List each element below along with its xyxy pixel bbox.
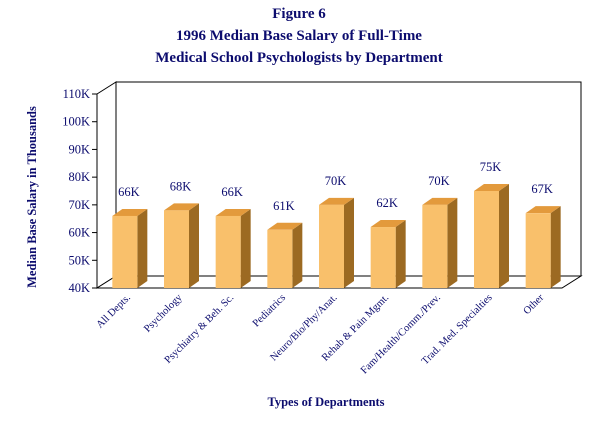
bar-side — [189, 203, 199, 288]
bar-top — [370, 220, 406, 228]
y-tick-label: 110K — [63, 87, 90, 101]
y-tick-label: 70K — [68, 198, 90, 212]
bar-front — [164, 210, 189, 288]
bar — [525, 206, 561, 288]
bar-top — [267, 222, 303, 230]
y-axis-ticks: 40K 50K 60K 70K 80K 90K 100K 110K — [62, 87, 97, 295]
data-labels: 66K 68K 66K 61K 70K 62K 70K 75K 67K — [118, 160, 553, 213]
bar — [267, 222, 303, 288]
bar-side — [292, 222, 303, 288]
y-tick-label: 60K — [68, 226, 90, 240]
x-tick-label: Psychology — [142, 292, 185, 335]
chart-title-line-3: Medical School Psychologists by Departme… — [155, 50, 442, 66]
bar-data-label: 70K — [325, 174, 347, 188]
bar-front — [474, 191, 499, 288]
bar-top — [112, 208, 148, 216]
bar-top — [474, 184, 509, 191]
bars — [112, 184, 561, 288]
bar — [370, 220, 406, 288]
chart-title: Figure 6 1996 Median Base Salary of Full… — [155, 6, 442, 66]
bar-front — [422, 204, 448, 288]
x-axis-title: Types of Departments — [267, 395, 384, 409]
bar-side — [137, 208, 148, 288]
bar — [319, 197, 354, 288]
bar — [474, 184, 509, 288]
bar-top — [215, 208, 251, 216]
bar-data-label: 66K — [118, 185, 140, 199]
bar-side — [550, 206, 561, 288]
chart-title-line-2: 1996 Median Base Salary of Full-Time — [176, 28, 422, 44]
y-tick-label: 50K — [68, 253, 90, 267]
bar — [112, 208, 148, 288]
bar-front — [525, 213, 551, 288]
bar-top — [319, 197, 354, 205]
bar-front — [112, 215, 138, 288]
bar-front — [267, 229, 293, 288]
bar-front — [215, 215, 241, 288]
y-tick-label: 40K — [68, 281, 90, 295]
y-tick-label: 100K — [62, 115, 90, 129]
bar-data-label: 61K — [273, 199, 295, 213]
y-axis-title: Median Base Salary in Thousands — [25, 106, 39, 288]
bar-top — [525, 206, 561, 214]
y-tick-label: 90K — [68, 142, 90, 156]
bar-side — [499, 184, 509, 288]
chart-title-line-1: Figure 6 — [272, 6, 326, 22]
x-tick-label: Other — [522, 292, 547, 317]
bar-data-label: 67K — [531, 182, 553, 196]
bar-top — [164, 203, 199, 211]
bar-side — [240, 208, 251, 288]
bar-data-label: 62K — [376, 196, 398, 210]
y-tick-label: 80K — [68, 170, 90, 184]
bar-data-label: 75K — [480, 160, 502, 174]
bar-data-label: 66K — [221, 185, 243, 199]
x-tick-label: Pediatrics — [251, 292, 288, 329]
bar-data-label: 68K — [170, 179, 192, 193]
bar-front — [319, 204, 344, 288]
bar-side — [395, 220, 406, 288]
bar-side — [447, 197, 458, 288]
bar-data-label: 70K — [428, 174, 450, 188]
bar — [164, 203, 199, 288]
bar — [422, 197, 458, 288]
bar — [215, 208, 251, 288]
bar-front — [370, 227, 396, 288]
bar-side — [344, 197, 354, 288]
x-tick-label: All Depts. — [95, 292, 133, 330]
bar-top — [422, 197, 458, 205]
